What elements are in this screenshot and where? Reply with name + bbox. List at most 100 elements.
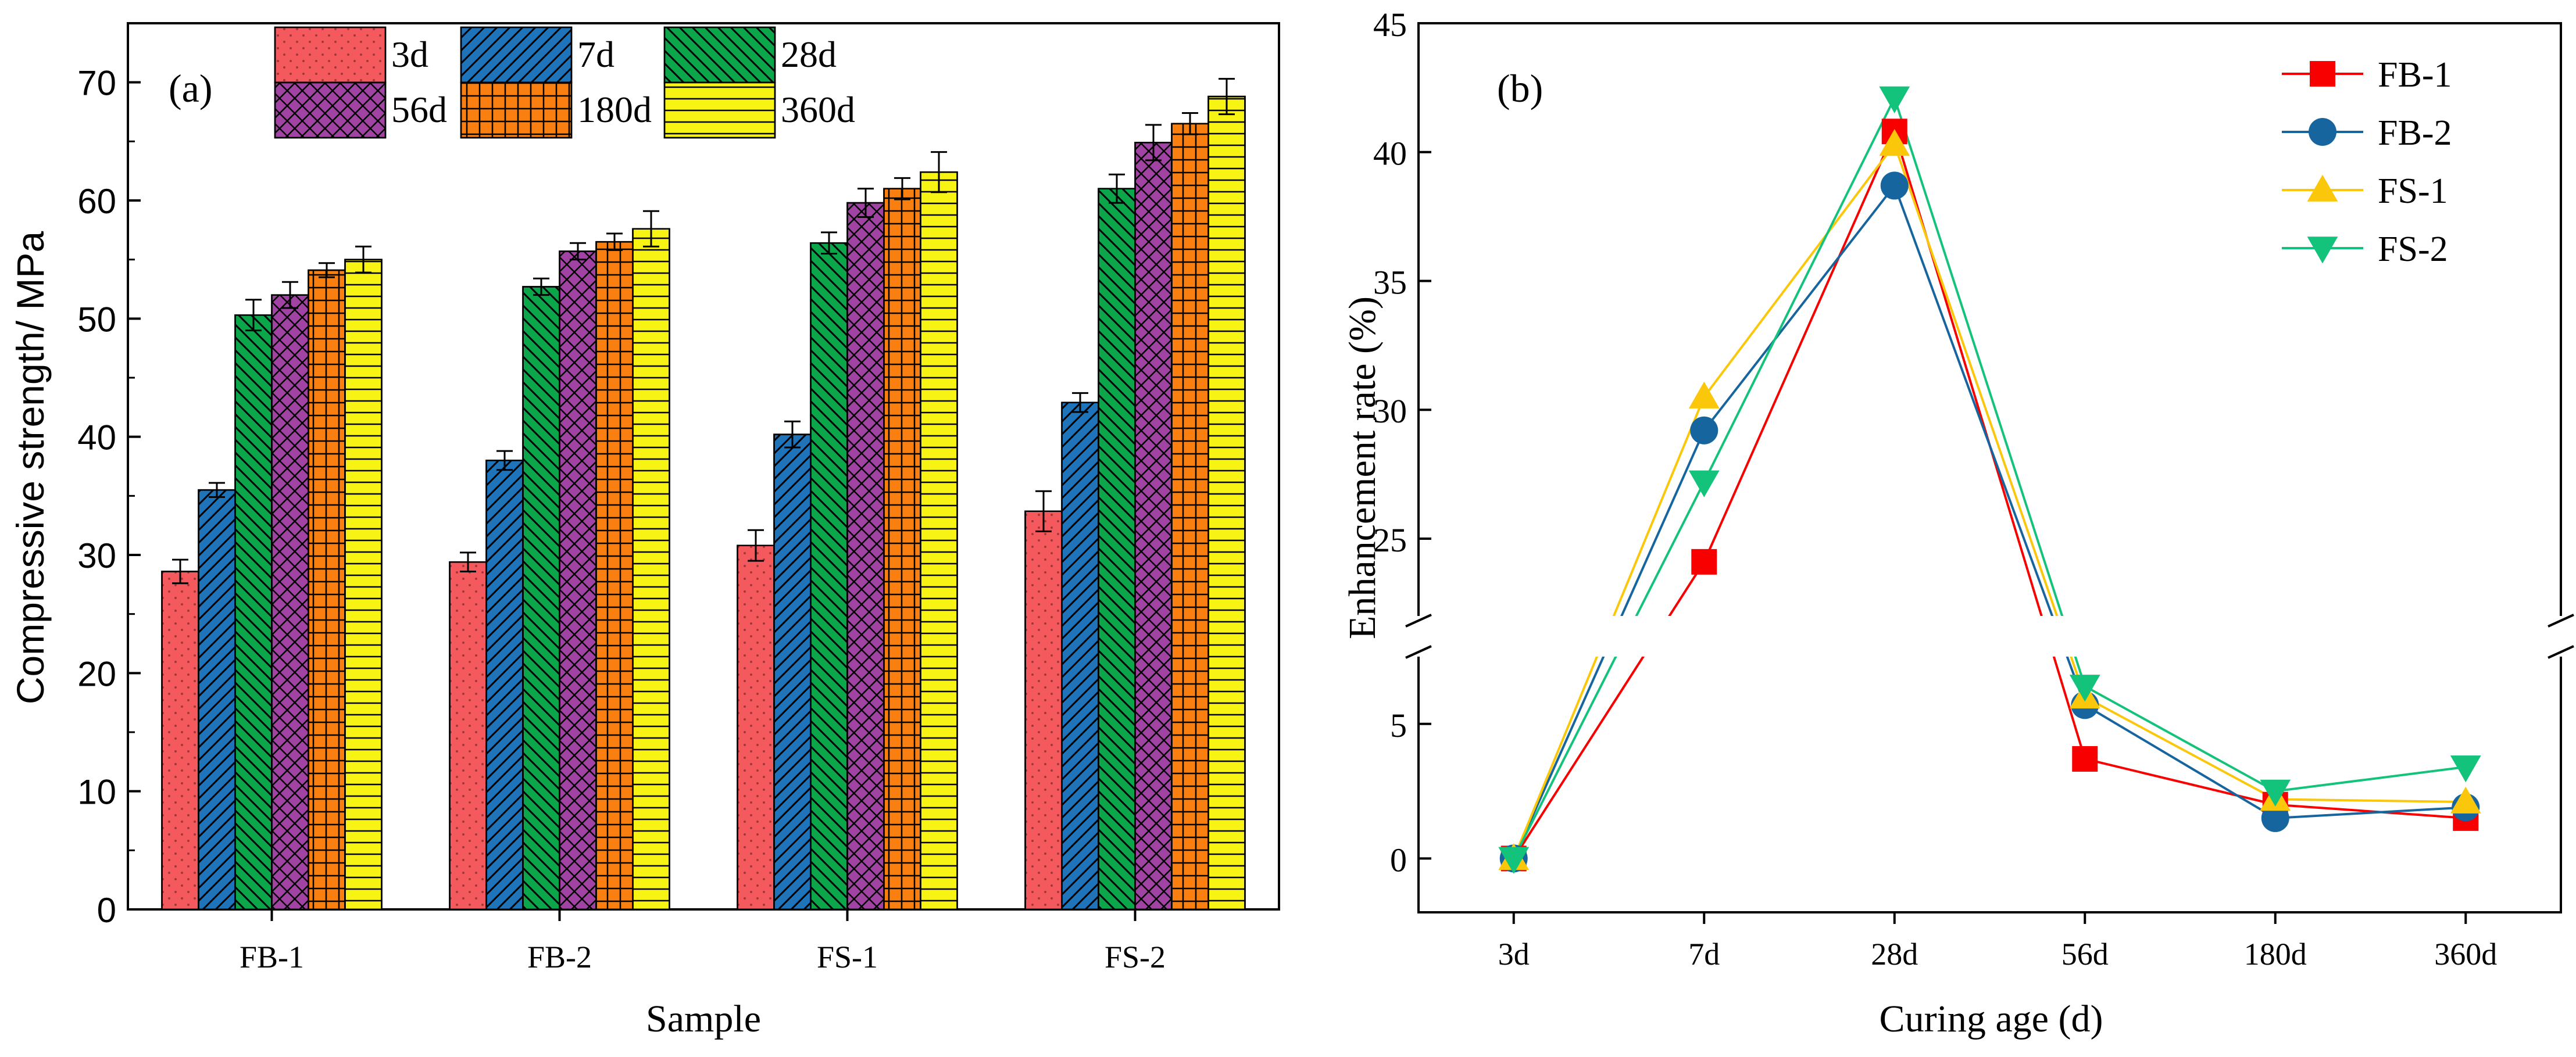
legend-b: FB-1 FB-2 FS-1 FS-2 — [2282, 55, 2452, 269]
y-tick-label-a: 20 — [77, 654, 116, 693]
y-tick-label-a: 60 — [77, 182, 116, 221]
bar-pattern-56d-fs-2 — [1134, 142, 1173, 911]
y-tick-label-b: 30 — [1373, 392, 1407, 430]
line-fb-2-upper — [1620, 183, 2054, 616]
point-fs-2-28d — [1879, 86, 1910, 114]
x-axis-title-a: Sample — [646, 998, 761, 1040]
point-fs-2-360d — [2450, 755, 2481, 783]
point-fb-2-28d — [1880, 171, 1909, 200]
legend-marker-fs-2 — [2307, 237, 2338, 264]
bar-pattern-28d-fb-1 — [234, 314, 273, 911]
legend-marker-fs-1 — [2307, 174, 2338, 202]
line-fs-1-lower — [1512, 657, 2466, 859]
y-axis-title-a: Compressive strength/ MPa — [9, 231, 52, 705]
bars-a — [161, 78, 1246, 911]
point-fb-2-7d — [1690, 416, 1718, 445]
legend-label-28d: 28d — [781, 34, 837, 75]
y-axis-b: 25 30 35 40 45 0 5 — [1373, 6, 1431, 879]
bar-pattern-56d-fb-1 — [271, 294, 309, 911]
x-axis-title-b: Curing age (d) — [1880, 998, 2103, 1040]
point-fs-2-3d — [1498, 847, 1530, 874]
legend-swatch-pattern-3d — [274, 26, 387, 84]
x-tick-label-b: 360d — [2434, 937, 2497, 972]
y-tick-label-a: 0 — [97, 891, 116, 930]
y-tick-label-a: 10 — [77, 773, 116, 812]
line-fs-2-lower — [1512, 657, 2466, 859]
bar-pattern-180d-fs-2 — [1171, 123, 1209, 911]
axis-break-marks — [1405, 614, 2574, 659]
bar-pattern-360d-fb-2 — [632, 228, 670, 911]
y-tick-label-a: 50 — [77, 300, 116, 339]
bar-pattern-56d-fs-1 — [846, 202, 885, 911]
bar-pattern-7d-fs-1 — [773, 433, 812, 911]
y-tick-label-a: 70 — [77, 64, 116, 103]
legend-label-fs-1: FS-1 — [2378, 171, 2448, 211]
y-tick-label-b: 25 — [1373, 521, 1407, 559]
bar-pattern-56d-fb-2 — [559, 250, 597, 911]
x-tick-label-b: 28d — [1871, 937, 1918, 972]
legend-label-360d: 360d — [781, 89, 855, 130]
chart-panel-b: 25 30 35 40 45 0 5 3d 7d 28d 56d 180d 360d (b) Curi… — [1341, 6, 2574, 1040]
lower-segment — [1512, 657, 2466, 859]
plot-frame-a — [127, 22, 1280, 911]
legend-a: 3d 7d 28d 56d 180d 360d — [274, 26, 855, 139]
chart-panel-a: 0 10 20 30 40 50 60 70 FB-1 FB-2 FS-1 FS-2 (a) Sam… — [9, 22, 1280, 1040]
x-tick-label-b: 56d — [2061, 937, 2109, 972]
legend-label-56d: 56d — [391, 89, 447, 130]
bar-pattern-3d-fs-2 — [1024, 510, 1063, 911]
markers-b — [1498, 86, 2481, 874]
bar-pattern-7d-fs-2 — [1061, 402, 1099, 911]
line-fb-1-lower — [1513, 657, 2466, 859]
legend-swatch-pattern-360d — [663, 81, 776, 139]
point-fs-1-360d — [2450, 786, 2481, 814]
x-tick-label-a: FB-1 — [240, 940, 304, 974]
bar-pattern-360d-fb-1 — [344, 259, 383, 911]
legend-label-fb-2: FB-2 — [2378, 113, 2452, 153]
line-fs-1-upper — [1612, 142, 2059, 616]
x-tick-label-b: 3d — [1498, 937, 1530, 972]
legend-label-180d: 180d — [577, 89, 652, 130]
bar-pattern-28d-fb-2 — [522, 286, 560, 911]
y-axis-a: 0 10 20 30 40 50 60 70 — [77, 64, 141, 930]
y-tick-label-b: 40 — [1373, 135, 1407, 173]
point-fs-2-56d — [2069, 675, 2100, 702]
bar-pattern-360d-fs-2 — [1207, 95, 1246, 911]
legend-label-fs-2: FS-2 — [2378, 230, 2448, 269]
legend-swatch-pattern-28d — [663, 26, 776, 84]
upper-segment — [1612, 95, 2064, 616]
y-tick-label-b: 0 — [1390, 841, 1407, 879]
y-tick-label-b: 45 — [1373, 6, 1407, 44]
point-fs-1-7d — [1688, 381, 1720, 409]
bar-pattern-180d-fb-2 — [595, 241, 634, 911]
point-fb-1-7d — [1691, 549, 1717, 575]
line-fb-2-lower — [1512, 657, 2466, 859]
point-fs-2-7d — [1688, 470, 1720, 497]
bar-pattern-3d-fb-1 — [161, 571, 199, 911]
lines-b — [1498, 86, 2481, 874]
bar-pattern-7d-fb-2 — [485, 460, 524, 911]
bar-pattern-360d-fs-1 — [920, 171, 958, 911]
point-fb-1-56d — [2072, 746, 2098, 772]
panel-label-b: (b) — [1497, 66, 1543, 110]
legend-label-7d: 7d — [577, 34, 614, 75]
bar-pattern-28d-fs-2 — [1098, 188, 1136, 911]
bar-pattern-180d-fb-1 — [308, 269, 346, 911]
x-axis-b: 3d 7d 28d 56d 180d 360d — [1498, 912, 2497, 972]
x-tick-label-b: 180d — [2244, 937, 2307, 972]
x-tick-label-a: FB-2 — [527, 940, 592, 974]
legend-swatch-pattern-56d — [274, 81, 387, 139]
legend-marker-fb-1 — [2310, 61, 2335, 87]
legend-label-3d: 3d — [391, 34, 428, 75]
y-tick-label-b: 5 — [1390, 707, 1407, 744]
x-axis-a: FB-1 FB-2 FS-1 FS-2 — [240, 909, 1166, 974]
point-fs-2-180d — [2260, 779, 2291, 807]
y-tick-label-a: 40 — [77, 418, 116, 457]
legend-swatch-pattern-180d — [460, 81, 573, 139]
panel-label-a: (a) — [169, 66, 212, 110]
bar-pattern-180d-fs-1 — [883, 188, 921, 911]
bar-pattern-7d-fb-1 — [198, 489, 236, 911]
x-tick-label-a: FS-2 — [1105, 940, 1166, 974]
line-fs-2-upper — [1635, 95, 2064, 616]
point-fs-1-28d — [1879, 129, 1910, 156]
